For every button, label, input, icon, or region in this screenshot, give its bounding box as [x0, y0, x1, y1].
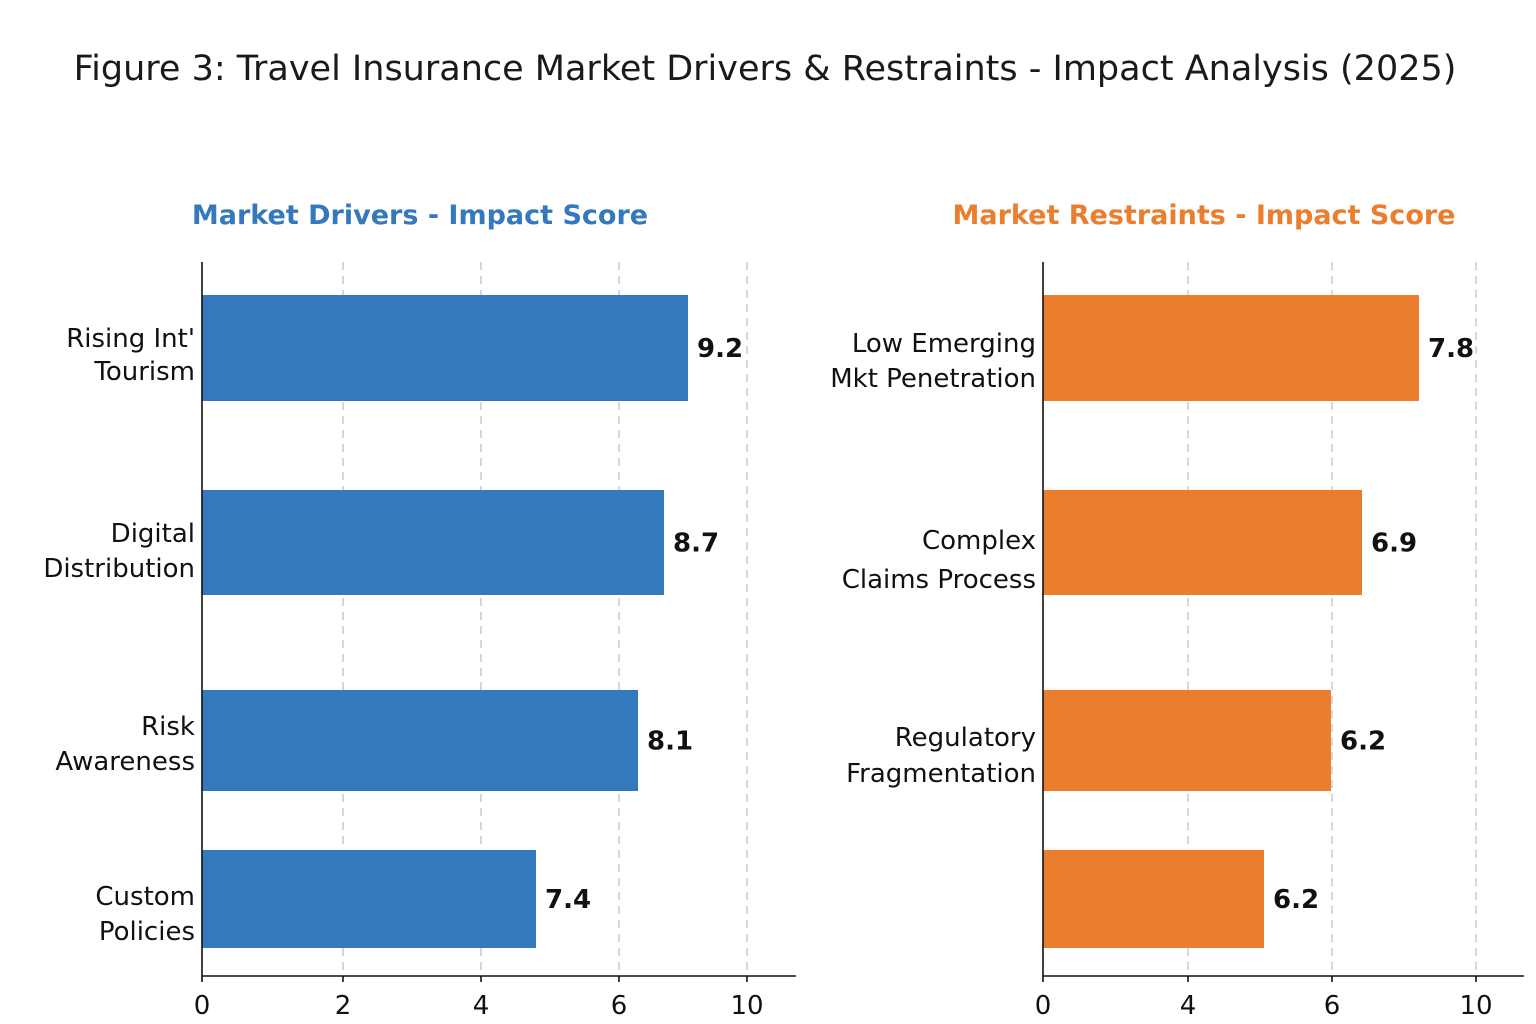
drivers-bar	[202, 295, 688, 401]
drivers-category-label: Distribution	[43, 554, 195, 584]
restraints-chart-title: Market Restraints - Impact Score	[953, 200, 1456, 231]
restraints-category-label: Complex	[922, 526, 1036, 556]
drivers-x-tick-label: 10	[730, 991, 763, 1021]
drivers-chart-title: Market Drivers - Impact Score	[192, 200, 648, 231]
drivers-x-tick-label: 0	[194, 991, 211, 1021]
restraints-chart: Market Restraints - Impact Score 7.8 6.9 6…	[830, 200, 1524, 1021]
drivers-bar	[202, 490, 664, 595]
drivers-category-label: Tourism	[93, 357, 195, 387]
restraints-bar	[1043, 690, 1331, 791]
drivers-data-label: 8.1	[647, 727, 693, 757]
drivers-category-label: Rising Int'	[66, 324, 195, 354]
drivers-chart: Market Drivers - Impact Score 9.2 8.7 8.1 7…	[43, 200, 796, 1021]
drivers-data-label: 9.2	[697, 334, 743, 364]
drivers-x-tick-label: 4	[473, 991, 490, 1021]
drivers-category-label: Custom	[95, 882, 195, 912]
restraints-x-tick-label: 0	[1035, 991, 1052, 1021]
restraints-x-tick-label: 4	[1180, 991, 1197, 1021]
drivers-category-label: Digital	[111, 519, 195, 549]
drivers-x-tick-label: 6	[611, 991, 628, 1021]
drivers-category-label: Policies	[99, 917, 195, 947]
restraints-category-label: Mkt Penetration	[830, 364, 1036, 394]
drivers-data-label: 8.7	[673, 529, 719, 559]
drivers-data-label: 7.4	[545, 885, 591, 915]
restraints-data-label: 6.2	[1340, 727, 1386, 757]
restraints-bar	[1043, 295, 1419, 401]
restraints-bar	[1043, 490, 1362, 595]
drivers-bar	[202, 850, 536, 948]
drivers-bar	[202, 690, 638, 791]
restraints-category-label: Fragmentation	[846, 759, 1036, 789]
restraints-category-label: Regulatory	[895, 723, 1036, 753]
figure-title: Figure 3: Travel Insurance Market Driver…	[74, 49, 1457, 89]
restraints-x-tick-label: 10	[1459, 991, 1492, 1021]
restraints-data-label: 7.8	[1428, 334, 1474, 364]
drivers-category-label: Awareness	[55, 747, 195, 777]
drivers-category-label: Risk	[141, 712, 195, 742]
drivers-x-tick-label: 2	[335, 991, 352, 1021]
restraints-data-label: 6.2	[1273, 885, 1319, 915]
restraints-data-label: 6.9	[1371, 529, 1417, 559]
restraints-bar	[1043, 850, 1264, 948]
restraints-category-label: Claims Process	[842, 565, 1036, 595]
restraints-category-label: Low Emerging	[852, 329, 1036, 359]
restraints-x-tick-label: 6	[1324, 991, 1341, 1021]
